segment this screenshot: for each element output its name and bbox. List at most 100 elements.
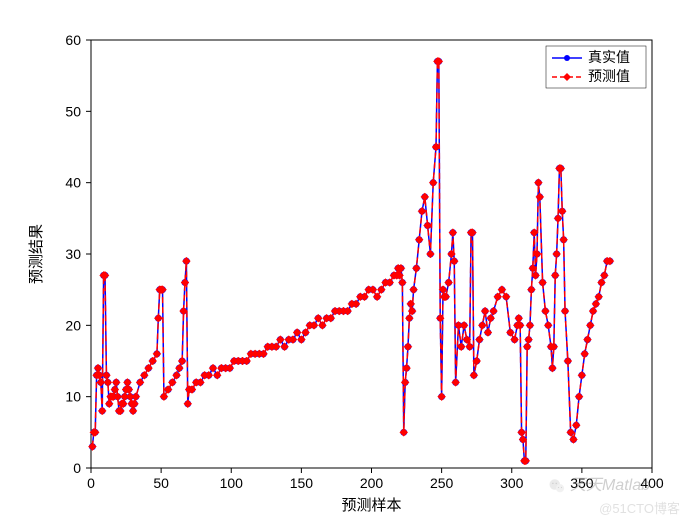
pred-series-marker	[164, 386, 172, 394]
x-tick-label: 200	[360, 475, 384, 491]
pred-series-marker	[457, 343, 465, 351]
pred-series-marker	[564, 357, 572, 365]
legend-true-label: 真实值	[588, 49, 630, 65]
pred-series-marker	[377, 286, 385, 294]
pred-series-marker	[104, 378, 112, 386]
pred-series-marker	[481, 307, 489, 315]
pred-series-marker	[583, 336, 591, 344]
legend-true-marker	[564, 55, 570, 61]
y-tick-label: 20	[65, 317, 81, 333]
pred-series-marker	[475, 336, 483, 344]
y-tick-label: 50	[65, 103, 81, 119]
pred-series-marker	[438, 393, 446, 401]
pred-series-marker	[429, 179, 437, 187]
chart-container: 0501001502002503003504000102030405060预测样…	[0, 0, 700, 525]
pred-series-marker	[539, 279, 547, 287]
x-tick-label: 150	[290, 475, 314, 491]
pred-series-marker	[281, 343, 289, 351]
pred-series-marker	[558, 207, 566, 215]
pred-series-marker	[136, 378, 144, 386]
pred-series-marker	[418, 207, 426, 215]
pred-series-marker	[525, 336, 533, 344]
pred-series-marker	[511, 336, 519, 344]
pred-series-marker	[297, 336, 305, 344]
y-tick-label: 40	[65, 175, 81, 191]
pred-series-marker	[145, 364, 153, 372]
pred-series-marker	[527, 286, 535, 294]
x-tick-label: 0	[87, 475, 95, 491]
pred-series-marker	[536, 193, 544, 201]
pred-series-marker	[586, 321, 594, 329]
pred-series-marker	[401, 378, 409, 386]
pred-series-marker	[415, 236, 423, 244]
pred-series-marker	[213, 371, 221, 379]
pred-series-marker	[412, 264, 420, 272]
pred-series-marker	[314, 314, 322, 322]
legend-pred-label: 预测值	[588, 68, 630, 84]
pred-series-marker	[181, 279, 189, 287]
pred-series-marker	[276, 336, 284, 344]
watermark-text-1: 天天Matlab	[570, 477, 650, 494]
pred-series-marker	[293, 328, 301, 336]
pred-series-marker	[526, 321, 534, 329]
pred-series-marker	[578, 371, 586, 379]
pred-series-marker	[400, 428, 408, 436]
pred-series-marker	[478, 321, 486, 329]
pred-series-marker	[460, 321, 468, 329]
watermark-source: @51CTO博客	[599, 498, 680, 517]
pred-series-marker	[424, 221, 432, 229]
y-tick-label: 0	[73, 460, 81, 476]
y-tick-label: 30	[65, 246, 81, 262]
pred-series-marker	[551, 271, 559, 279]
pred-series-marker	[123, 378, 131, 386]
wechat-icon	[548, 477, 566, 495]
pred-series-marker	[544, 321, 552, 329]
pred-series-marker	[140, 371, 148, 379]
x-axis-label: 预测样本	[341, 497, 401, 514]
pred-series-marker	[534, 179, 542, 187]
pred-series-marker	[421, 193, 429, 201]
x-tick-label: 100	[220, 475, 244, 491]
pred-series-marker	[561, 307, 569, 315]
y-axis-label: 预测结果	[28, 224, 45, 284]
pred-series-marker	[452, 378, 460, 386]
pred-series-marker	[184, 400, 192, 408]
pred-series-marker	[515, 314, 523, 322]
pred-series-marker	[98, 407, 106, 415]
pred-series-marker	[581, 350, 589, 358]
pred-series-marker	[88, 443, 96, 451]
watermark-author: 天天Matlab	[548, 471, 650, 495]
pred-series-marker	[445, 279, 453, 287]
pred-series-marker	[554, 214, 562, 222]
pred-series-marker	[153, 350, 161, 358]
pred-series-marker	[484, 328, 492, 336]
pred-series-marker	[426, 250, 434, 258]
pred-series-marker	[182, 257, 190, 265]
pred-series-marker	[373, 293, 381, 301]
pred-series-marker	[132, 393, 140, 401]
pred-series-marker	[160, 393, 168, 401]
pred-series-marker	[560, 236, 568, 244]
x-tick-label: 50	[153, 475, 169, 491]
pred-series-marker	[149, 357, 157, 365]
pred-series-marker	[470, 371, 478, 379]
pred-series-marker	[541, 307, 549, 315]
pred-series-marker	[518, 428, 526, 436]
pred-series-marker	[548, 364, 556, 372]
pred-series-marker	[410, 286, 418, 294]
pred-series-marker	[209, 364, 217, 372]
pred-series-line	[92, 61, 610, 460]
pred-series-marker	[498, 286, 506, 294]
pred-series-marker	[523, 343, 531, 351]
pred-series-marker	[154, 314, 162, 322]
x-tick-label: 250	[430, 475, 454, 491]
true-series-line	[92, 61, 610, 460]
pred-series-marker	[494, 293, 502, 301]
pred-series-marker	[506, 328, 514, 336]
pred-series-marker	[129, 407, 137, 415]
pred-series-marker	[94, 364, 102, 372]
prediction-chart: 0501001502002503003504000102030405060预测样…	[0, 0, 700, 525]
pred-series-marker	[449, 229, 457, 237]
pred-series-marker	[553, 250, 561, 258]
y-tick-label: 10	[65, 389, 81, 405]
